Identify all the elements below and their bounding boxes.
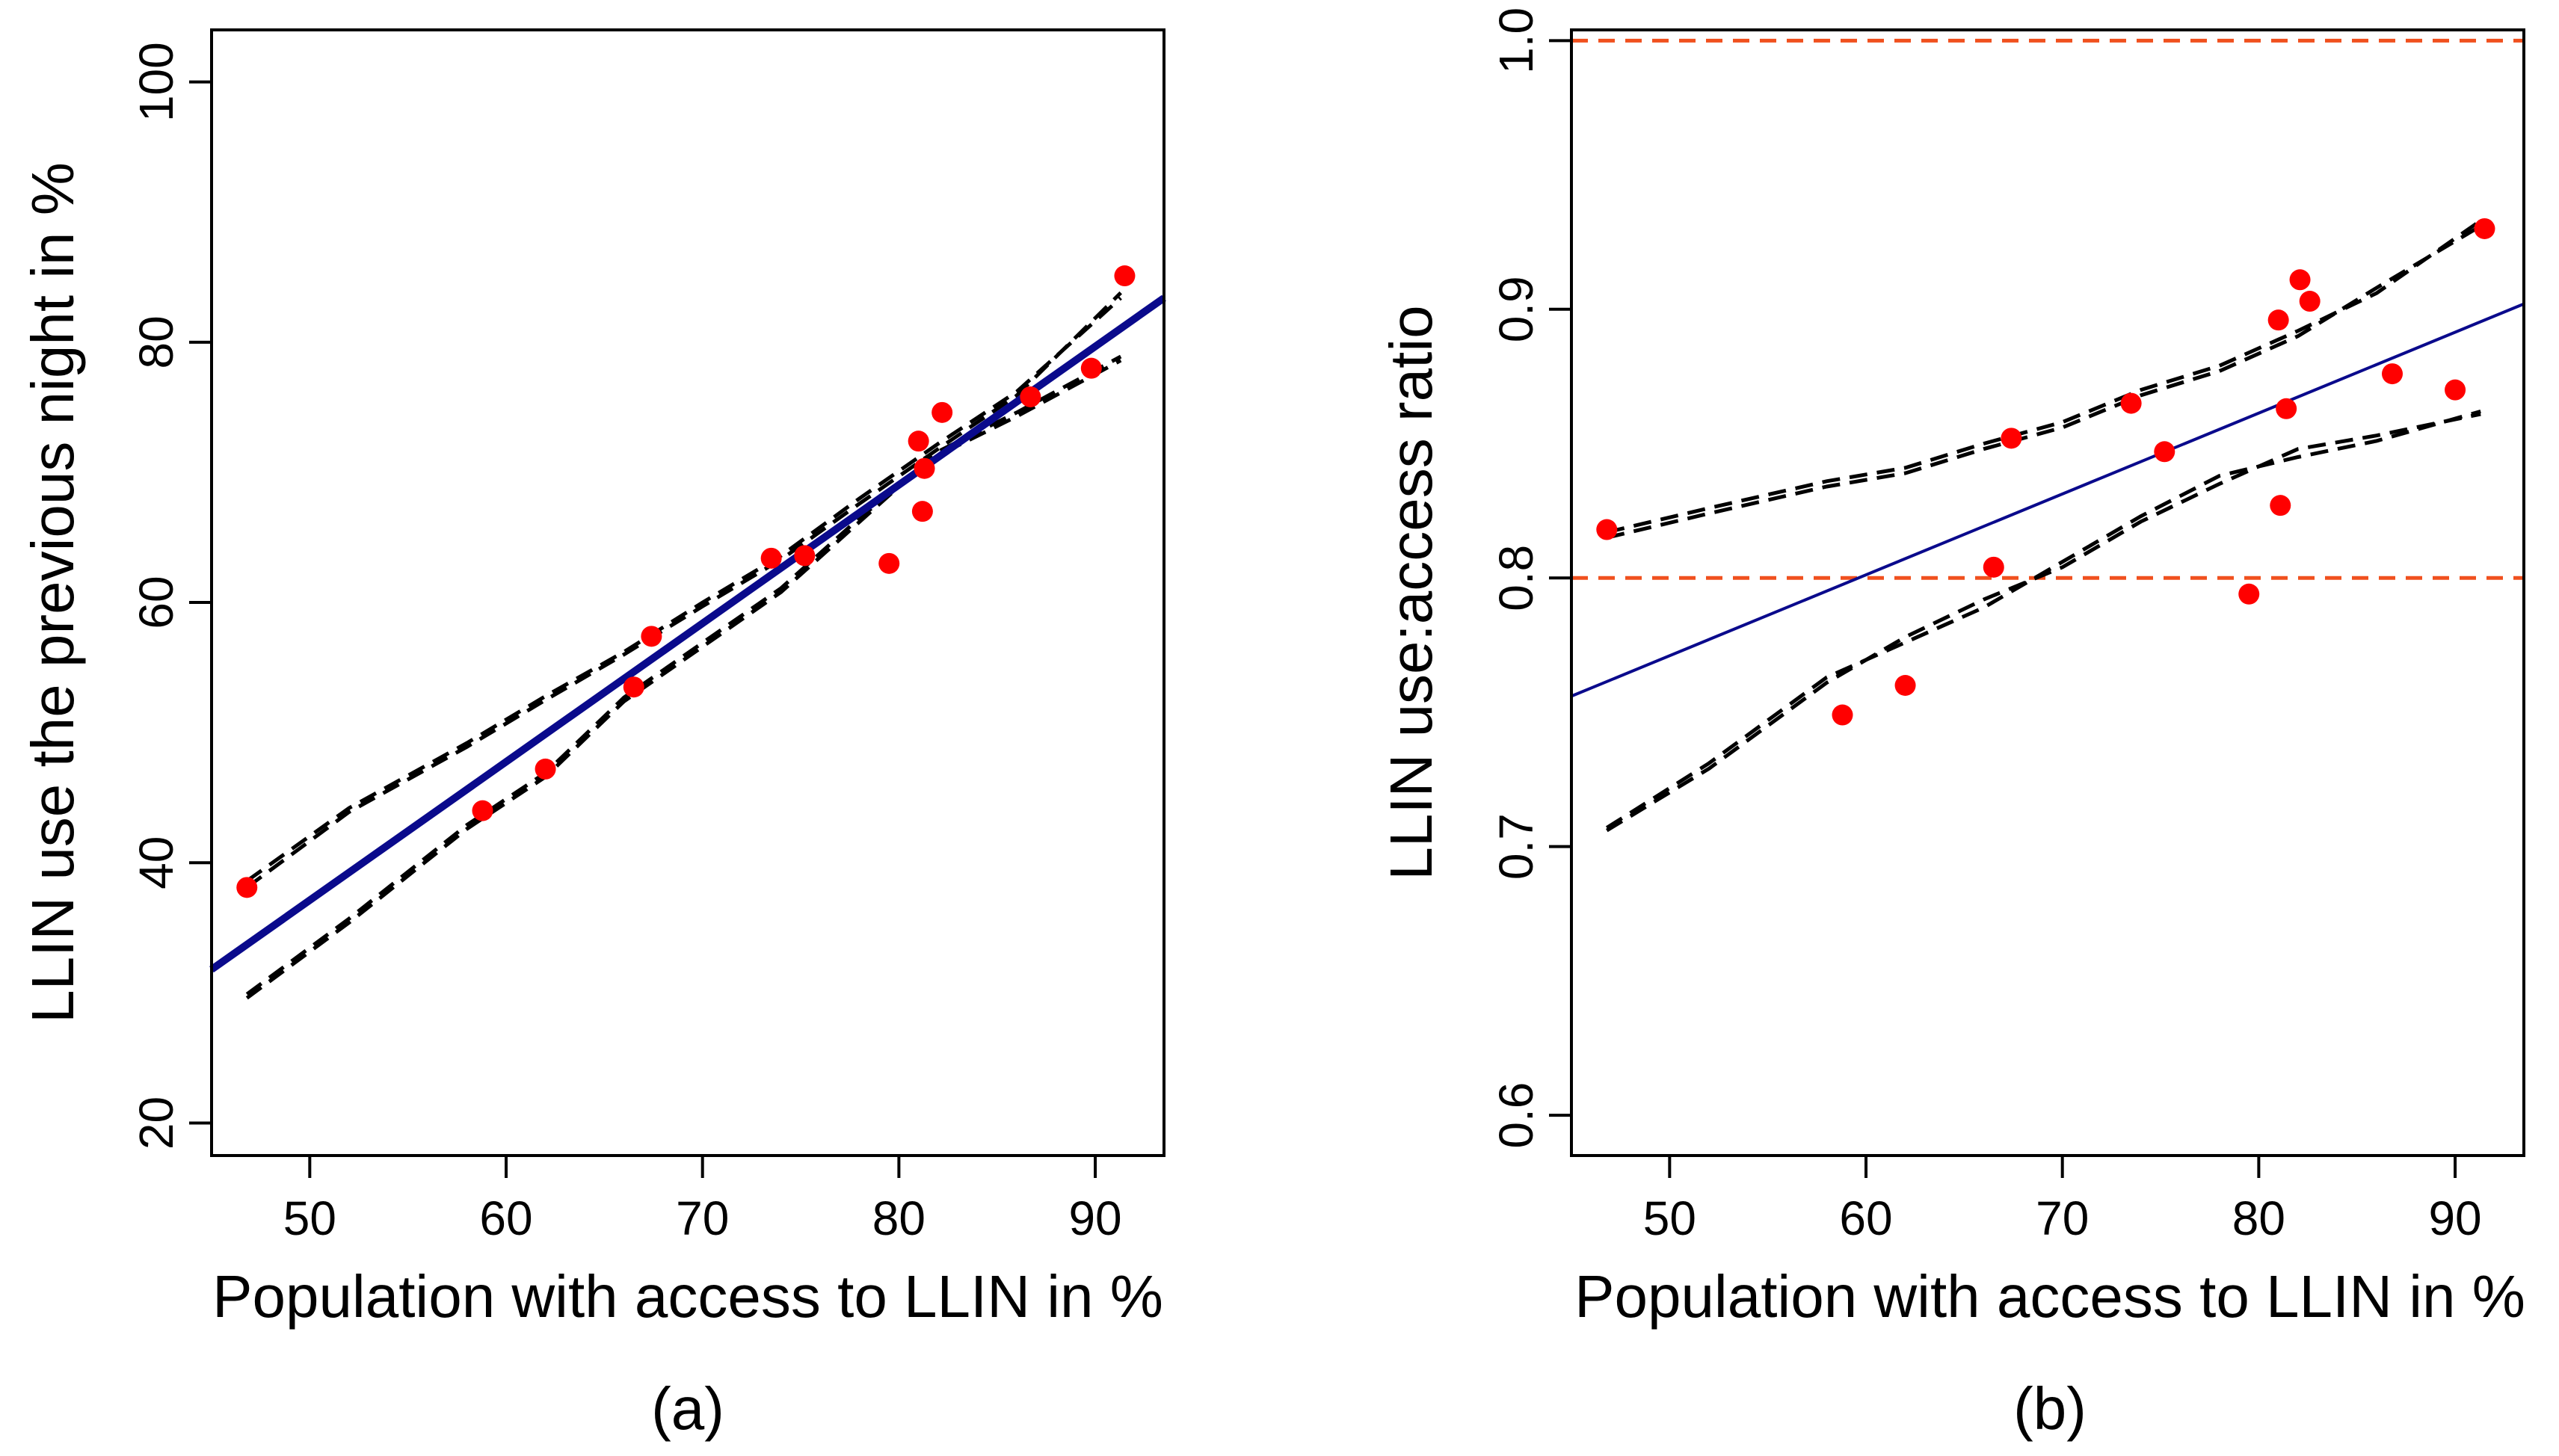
panel-b-x-tick-label-1: 60: [1839, 1191, 1892, 1245]
panel-a-y-tick-label-0: 20: [129, 1096, 183, 1150]
panel-a-data-point-10: [914, 457, 935, 479]
panel-b-confidence-bands: [1605, 219, 2482, 833]
panel-b-data-point-4: [2001, 428, 2022, 449]
panel-a-data-point-14: [1114, 265, 1136, 287]
panel-a-confidence-bands: [245, 291, 1122, 1000]
panel-a-x-tick-label-2: 70: [676, 1191, 729, 1245]
panel-a-data-point-4: [641, 626, 662, 647]
panel-b-data-point-3: [1983, 556, 2004, 578]
panel-b-y-tick-label-4: 1.0: [1489, 7, 1543, 74]
panel-b-y-tick-label-0: 0.6: [1489, 1082, 1543, 1149]
panel-b-data-point-6: [2154, 441, 2175, 463]
panel-b-y-tick-label-3: 0.9: [1489, 276, 1543, 342]
panel-b-data-point-0: [1596, 519, 1618, 540]
panel-b-data-point-7: [2238, 583, 2260, 605]
panel-a-data-point-9: [911, 501, 933, 522]
panel-a-x-tick-label-0: 50: [283, 1191, 336, 1245]
panel-b-plot-frame: [1570, 28, 2525, 1157]
panel-b-y-tick-label-1: 0.7: [1489, 813, 1543, 880]
panel-a-fit-line-group: [209, 294, 1166, 973]
panel-b: 50 60 70 80 90 0.6 0.7 0.8 0.9 1.0 Population wit…: [1378, 7, 2525, 1442]
panel-a-data-point-11: [931, 401, 953, 423]
panel-a-data-point-6: [794, 545, 816, 567]
panel-a-data-point-5: [760, 547, 782, 569]
panel-b-label: (b): [2013, 1375, 2087, 1442]
panel-b-x-tick-label-4: 90: [2428, 1191, 2481, 1245]
panel-a-points: [236, 265, 1136, 898]
panel-a-data-point-0: [236, 877, 258, 898]
panel-a-label: (a): [651, 1375, 724, 1442]
panel-a-confidence-band-2: [245, 354, 1122, 1000]
panel-a-data-point-8: [908, 431, 929, 452]
panel-b-confidence-band-1: [1606, 224, 2482, 540]
panel-a-confidence-band-1: [245, 291, 1122, 889]
panel-a-x-tick-label-3: 80: [872, 1191, 926, 1245]
panel-a-fit-line: [209, 294, 1166, 973]
panel-a-y-tick-label-4: 100: [129, 42, 183, 122]
panel-b-reference-lines: [1571, 38, 2524, 580]
panel-a: 50 60 70 80 90 20 40 60 80 100 Population with ac…: [19, 28, 1166, 1442]
panel-a-data-point-2: [535, 758, 556, 780]
panel-b-y-tick-label-2: 0.8: [1489, 545, 1543, 611]
panel-a-y-axis-label: LLIN use the previous night in %: [19, 162, 86, 1023]
panel-b-confidence-band-3: [1606, 412, 2481, 833]
panel-a-plot-frame: [210, 28, 1165, 1157]
panel-b-x-tick-label-3: 80: [2232, 1191, 2285, 1245]
panel-b-data-point-2: [1894, 675, 1916, 697]
panel-b-data-point-12: [2299, 291, 2321, 312]
panel-b-data-point-9: [2270, 495, 2291, 516]
panel-a-y-tick-label-3: 80: [129, 315, 183, 368]
panel-a-y-tick-label-1: 40: [129, 836, 183, 889]
panel-b-fit-line: [1571, 302, 2525, 698]
panel-a-x-tick-label-1: 60: [479, 1191, 532, 1245]
panel-a-data-point-7: [878, 552, 900, 574]
panel-b-data-point-15: [2474, 218, 2495, 239]
panel-b-data-point-1: [1832, 704, 1853, 726]
panel-a-data-point-12: [1020, 386, 1041, 407]
panel-a-axes: 50 60 70 80 90 20 40 60 80 100: [129, 42, 1122, 1245]
panel-b-data-point-5: [2120, 392, 2142, 414]
panel-b-data-point-8: [2267, 309, 2289, 331]
panel-b-points: [1596, 218, 2495, 726]
panel-a-data-point-13: [1080, 357, 1102, 379]
panel-a-confidence-band-0: [245, 296, 1122, 883]
panel-b-fit-line-group: [1571, 302, 2525, 698]
panel-a-data-point-1: [472, 800, 493, 821]
panel-b-data-point-13: [2382, 363, 2404, 385]
panel-a-x-axis-label: Population with access to LLIN in %: [212, 1263, 1163, 1330]
panel-b-data-point-10: [2276, 398, 2297, 419]
panel-a-y-tick-label-2: 60: [129, 576, 183, 629]
panel-b-data-point-14: [2445, 379, 2466, 401]
panel-b-x-tick-label-2: 70: [2036, 1191, 2089, 1245]
panel-b-x-axis-label: Population with access to LLIN in %: [1574, 1263, 2525, 1330]
panel-b-y-axis-label: LLIN use:access ratio: [1378, 305, 1444, 880]
panel-b-x-tick-label-0: 50: [1643, 1191, 1696, 1245]
panel-a-data-point-3: [623, 676, 644, 698]
panel-a-x-tick-label-4: 90: [1068, 1191, 1121, 1245]
panel-b-axes: 50 60 70 80 90 0.6 0.7 0.8 0.9 1.0: [1489, 7, 2482, 1245]
panel-b-confidence-band-2: [1605, 409, 2481, 830]
panel-b-data-point-11: [2289, 269, 2311, 291]
panel-a-confidence-band-3: [245, 358, 1122, 996]
